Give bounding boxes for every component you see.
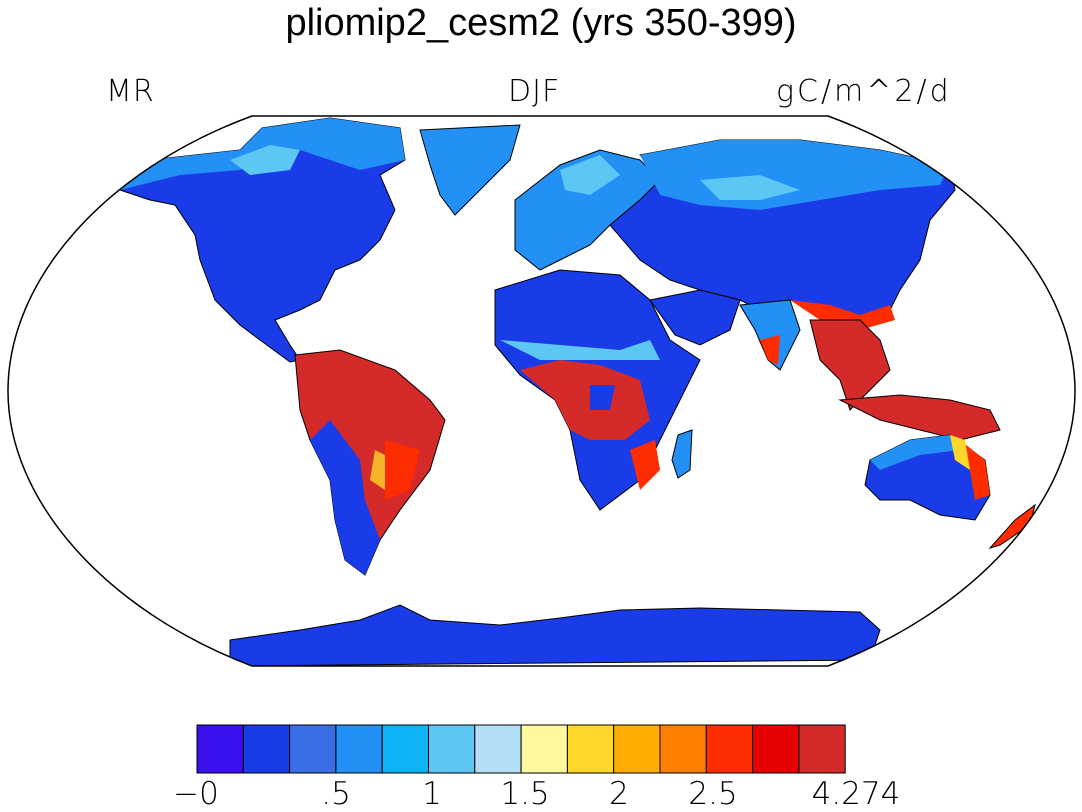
colorbar-tick-label: 1.5 (500, 776, 550, 812)
world-map (0, 108, 1082, 668)
colorbar-swatch (289, 724, 337, 774)
madagascar (671, 429, 693, 479)
colorbar-tick-label: .5 (321, 776, 351, 812)
southeast-asia (809, 319, 891, 411)
greenland (419, 124, 521, 216)
colorbar-swatch (520, 724, 568, 774)
new-zealand (988, 503, 1036, 549)
colorbar-swatch (381, 724, 429, 774)
colorbar-swatch (474, 724, 522, 774)
colorbar-tick-label: −0 (173, 776, 219, 812)
colorbar-swatch (196, 724, 244, 774)
colorbar-swatch (798, 724, 846, 774)
indonesia (838, 394, 1001, 441)
colorbar-tick-label: 2.5 (688, 776, 738, 812)
colorbar-swatch (566, 724, 615, 774)
colorbar-swatch (335, 724, 383, 774)
model-label: MR (106, 74, 155, 109)
map-title: pliomip2_cesm2 (yrs 350-399) (285, 2, 797, 44)
colorbar-tick-label: 2 (609, 776, 629, 812)
colorbar-swatch (613, 724, 661, 774)
season-label: DJF (508, 74, 561, 109)
arabia (649, 289, 741, 346)
colorbar (196, 724, 846, 774)
colorbar-swatch (428, 724, 476, 774)
india (739, 299, 801, 371)
colorbar-tick-label: 1 (422, 776, 442, 812)
colorbar-swatch (705, 724, 754, 774)
colorbar-swatch (242, 724, 291, 774)
colorbar-swatch (659, 724, 707, 774)
units-label: gC/m^2/d (776, 74, 952, 109)
north-america (119, 117, 406, 363)
colorbar-tick-label: 4.274 (811, 776, 901, 812)
colorbar-swatch (752, 724, 800, 774)
